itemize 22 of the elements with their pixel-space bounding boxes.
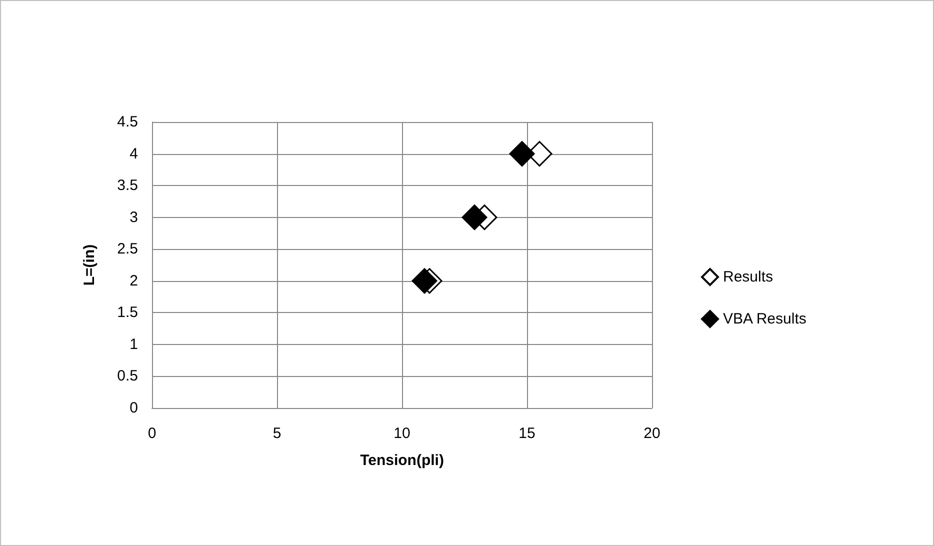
x-tick-label: 10 — [394, 425, 410, 442]
y-tick-label: 3 — [130, 208, 138, 226]
y-tick-label: 1.5 — [117, 304, 138, 322]
y-tick-label: 0.5 — [117, 368, 138, 385]
y-axis-title: L=(in) — [81, 244, 98, 286]
y-tick-label: 4.5 — [117, 114, 138, 130]
y-tick-label: 0 — [130, 400, 138, 416]
legend-label: VBA Results — [723, 310, 806, 328]
y-tick-label: 1 — [130, 336, 138, 353]
x-tick-label: 0 — [148, 425, 156, 442]
x-axis-title: Tension(pli) — [360, 452, 444, 469]
y-tick-label: 3.5 — [117, 177, 138, 194]
point — [462, 204, 488, 230]
y-tick-label: 4 — [130, 145, 138, 162]
x-tick-label: 20 — [644, 425, 660, 442]
point — [412, 268, 438, 294]
legend-label: Results — [723, 268, 774, 286]
x-tick-label: 15 — [518, 425, 536, 442]
y-tick-label: 2 — [130, 272, 138, 290]
y-tick-label: 2.5 — [117, 240, 138, 258]
x-tick-label: 5 — [272, 425, 282, 442]
point — [509, 141, 535, 167]
